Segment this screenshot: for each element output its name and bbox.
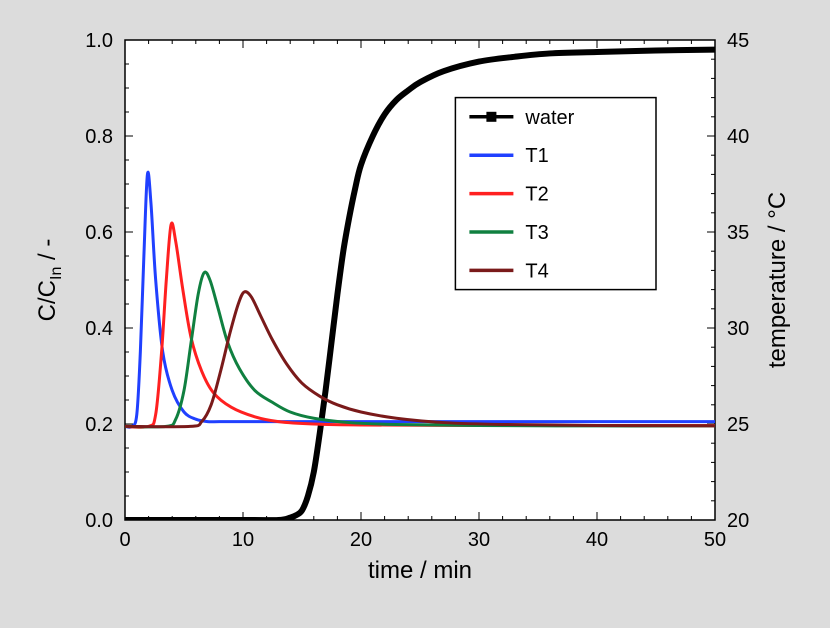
- y-right-axis-label: temperature / °C: [764, 192, 791, 368]
- x-tick-label: 10: [232, 529, 254, 551]
- yr-tick-label: 35: [727, 222, 749, 244]
- x-axis-label: time / min: [368, 557, 472, 584]
- x-tick-label: 40: [586, 529, 608, 551]
- legend: water T1 T2 T3 T4: [455, 98, 656, 290]
- yl-tick-label: 1.0: [85, 30, 113, 52]
- yl-tick-label: 0.8: [85, 126, 113, 148]
- legend-label: T4: [525, 260, 548, 282]
- yr-tick-label: 30: [727, 318, 749, 340]
- legend-label: T3: [525, 222, 548, 244]
- x-tick-label: 20: [350, 529, 372, 551]
- yr-tick-label: 45: [727, 30, 749, 52]
- yl-tick-label: 0.4: [85, 318, 113, 340]
- x-tick-label: 30: [468, 529, 490, 551]
- x-tick-label: 50: [704, 529, 726, 551]
- chart: 0 10 20 30 40 50 0.0 0.2 0.4 0.6 0.8 1.0 20 25 30 35 40 4…: [0, 0, 830, 628]
- legend-label: T1: [525, 145, 548, 167]
- yr-tick-label: 40: [727, 126, 749, 148]
- yl-tick-label: 0.6: [85, 222, 113, 244]
- yr-tick-label: 25: [727, 414, 749, 436]
- legend-marker-square: [486, 112, 496, 122]
- yl-tick-label: 0.2: [85, 414, 113, 436]
- yl-tick-label: 0.0: [85, 510, 113, 532]
- legend-label: T2: [525, 184, 548, 206]
- legend-label: water: [524, 107, 574, 129]
- yr-tick-label: 20: [727, 510, 749, 532]
- x-tick-label: 0: [119, 529, 130, 551]
- figure-container: 0 10 20 30 40 50 0.0 0.2 0.4 0.6 0.8 1.0 20 25 30 35 40 4…: [0, 0, 830, 628]
